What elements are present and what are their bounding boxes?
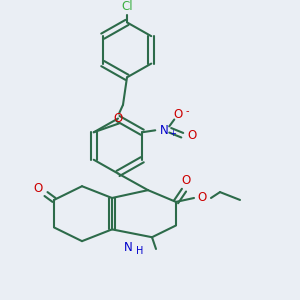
Text: +: + — [169, 129, 176, 138]
Text: O: O — [188, 129, 197, 142]
Text: O: O — [182, 174, 190, 187]
Text: O: O — [113, 112, 123, 125]
Text: Cl: Cl — [121, 0, 133, 13]
Text: N: N — [124, 241, 132, 254]
Text: N: N — [160, 124, 169, 137]
Text: O: O — [33, 182, 43, 195]
Text: H: H — [136, 246, 144, 256]
Text: O: O — [197, 191, 207, 205]
Text: O: O — [174, 108, 183, 121]
Text: -: - — [185, 106, 189, 116]
